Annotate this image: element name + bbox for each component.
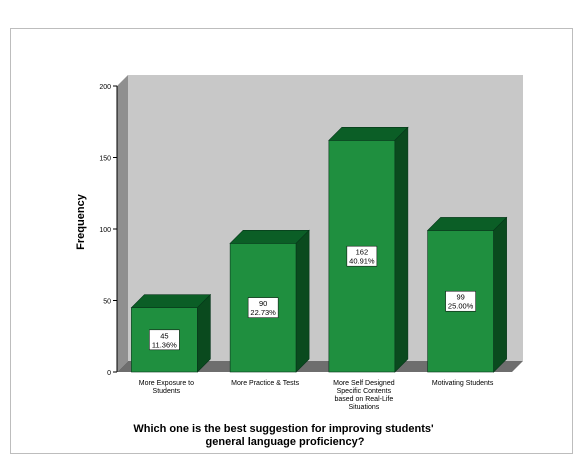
x-axis-title: Which one is the best suggestion for imp…: [133, 423, 436, 448]
data-label-box: [149, 329, 180, 351]
x-tick-label: More Practice & Tests: [231, 380, 299, 387]
data-label-count: 90: [259, 299, 267, 308]
x-tick-label-line: More Exposure to: [139, 380, 194, 387]
plot-back-wall: [128, 75, 523, 361]
plot-floor: [117, 361, 523, 372]
x-tick-label-line: Students: [153, 388, 181, 395]
plot-side-wall: [117, 75, 128, 372]
data-label-percent: 25.00%: [448, 302, 474, 311]
bar-top: [229, 230, 310, 244]
data-label-count: 162: [356, 248, 369, 257]
bar-side: [295, 229, 310, 373]
x-tick-label-line: More Practice & Tests: [231, 380, 299, 387]
data-label-count: 99: [456, 293, 464, 302]
bar-side: [394, 126, 409, 373]
data-label-box: [445, 290, 476, 312]
x-tick-label-line: Situations: [349, 404, 380, 411]
x-tick-label-line: More Self Designed: [333, 380, 395, 387]
x-axis-title-line-1: Which one is the best suggestion for imp…: [133, 423, 434, 435]
y-tick-label: 150: [99, 156, 111, 163]
x-tick-label-line: Motivating Students: [432, 380, 494, 387]
bar-top: [130, 294, 212, 308]
data-label-count: 45: [160, 331, 168, 340]
bar-top: [426, 217, 508, 231]
x-tick-label: More Self Designed Specific Contents based…: [333, 380, 395, 411]
data-label-percent: 11.36%: [152, 340, 177, 349]
bar-top: [328, 127, 409, 141]
bar-side: [493, 216, 507, 373]
data-label-box: [247, 297, 279, 318]
x-tick-label-line: based on Real-Life: [334, 396, 393, 403]
y-tick-label: 100: [99, 227, 111, 234]
bar-side: [197, 293, 211, 373]
x-tick-label: More Exposure to Students: [139, 380, 194, 395]
data-label-percent: 40.91%: [349, 257, 375, 266]
y-tick-label: 200: [99, 84, 111, 91]
x-tick-label: Motivating Students: [432, 380, 494, 387]
data-label-box: [346, 245, 378, 267]
data-label-percent: 22.73%: [250, 308, 276, 317]
x-tick-label-line: Specific Contents: [337, 388, 392, 395]
y-axis-title: Frequency: [75, 193, 87, 250]
y-tick-label: 50: [103, 299, 111, 306]
x-axis-title-line-2: general language proficiency?: [206, 436, 365, 448]
y-tick-label: 0: [107, 370, 111, 377]
